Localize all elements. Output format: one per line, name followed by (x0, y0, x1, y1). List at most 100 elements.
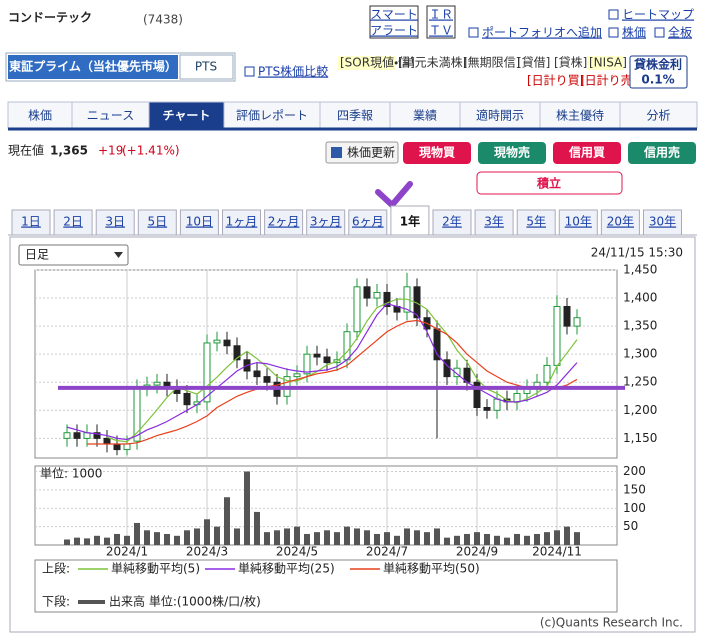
nav-tab-text[interactable]: チャート (163, 109, 211, 123)
market-tab-text[interactable]: PTS (195, 60, 217, 74)
alert-text[interactable]: スマート (370, 8, 418, 22)
nav-tab-text[interactable]: 適時開示 (476, 109, 524, 123)
market-tab[interactable] (179, 54, 234, 80)
period-tab-text[interactable]: 3日 (105, 215, 125, 229)
nav-tab-text[interactable]: 株価 (28, 108, 52, 123)
market-tab-text[interactable]: 東証プライム（当社優先市場） (9, 59, 177, 74)
volume-bar (554, 530, 560, 545)
period-tab-text[interactable]: 1ヶ月 (226, 215, 258, 229)
period-tab[interactable] (558, 209, 598, 236)
volume-bar (164, 533, 170, 545)
period-tab-text[interactable]: 3ヶ月 (310, 215, 342, 229)
volume-bar (244, 471, 250, 545)
header-link[interactable]: ヒートマップ (622, 8, 694, 22)
nav-tab-text[interactable]: 四季報 (337, 109, 373, 123)
order-button[interactable] (553, 142, 621, 164)
period-tab[interactable] (264, 209, 304, 236)
period-tab-text[interactable]: 10年 (565, 215, 592, 229)
period-tab-text[interactable]: 10日 (186, 215, 213, 229)
volume-bar (104, 537, 110, 545)
tag-bg (338, 56, 395, 70)
x-tick-label: 2024/11 (532, 545, 582, 559)
candle-body (493, 398, 501, 411)
period-tab[interactable] (53, 209, 93, 236)
pts-link[interactable]: PTS株価比較 (258, 64, 328, 79)
period-tab[interactable] (11, 209, 51, 236)
period-tab-text[interactable]: 20年 (607, 215, 634, 229)
period-tab[interactable] (348, 209, 388, 236)
nav-tab[interactable] (539, 101, 621, 129)
order-text[interactable]: 現物売 (494, 145, 530, 160)
nav-tab[interactable] (148, 101, 225, 129)
nav-tab[interactable] (459, 101, 541, 129)
period-tab[interactable] (390, 205, 430, 236)
volume-bar (384, 532, 390, 545)
nav-tab[interactable] (619, 101, 698, 129)
period-tab-text[interactable]: 1日 (21, 215, 41, 229)
nav-tab-text[interactable]: ニュース (87, 109, 134, 123)
period-tab-text[interactable]: 30年 (649, 215, 676, 229)
order-text[interactable]: 信用買 (568, 145, 605, 160)
period-tab-text[interactable]: 2ヶ月 (268, 215, 300, 229)
period-tab[interactable] (600, 209, 640, 236)
interval-select[interactable] (18, 244, 129, 266)
order-text[interactable]: 信用売 (643, 145, 680, 160)
header-link[interactable]: 株価 (622, 25, 646, 40)
irtv-button[interactable] (426, 5, 456, 39)
volume-unit: 単位: 1000 (40, 467, 102, 481)
accumulate-text[interactable]: 積立 (536, 176, 561, 191)
order-text[interactable]: 現物買 (419, 145, 455, 160)
volume-bar (64, 539, 70, 545)
alert-button[interactable] (369, 5, 419, 39)
period-tab[interactable] (643, 209, 682, 236)
nav-tab-text[interactable]: 株主優待 (556, 108, 604, 123)
nav-tab-text[interactable]: 評価レポート (236, 109, 308, 123)
order-button[interactable] (403, 142, 471, 164)
irtv-text[interactable]: ＩＲ (429, 8, 453, 22)
period-tab[interactable] (179, 209, 219, 236)
order-button[interactable] (628, 142, 696, 164)
market-tab[interactable] (8, 55, 178, 79)
period-tab-text[interactable]: 5日 (147, 215, 167, 229)
header-link[interactable]: 全板 (668, 26, 692, 40)
period-tab-text[interactable]: 1年 (400, 214, 420, 229)
header-link[interactable]: ポートフォリオへ追加 (482, 25, 602, 40)
irtv-text[interactable]: ＴＶ (429, 24, 453, 38)
period-tab-text[interactable]: 2年 (442, 215, 462, 229)
nav-tab-text[interactable]: 業績 (413, 108, 437, 123)
legend-label: 上段: (42, 561, 70, 576)
period-tab[interactable] (306, 209, 346, 236)
x-tick-label: 2024/5 (276, 545, 318, 559)
refresh-button[interactable] (325, 141, 399, 164)
period-tab-text[interactable]: 3年 (484, 215, 504, 229)
interval-text[interactable]: 日足 (25, 248, 49, 262)
legend-text: 単純移動平均(5) (111, 562, 200, 576)
candle-body (203, 342, 211, 403)
period-tab[interactable] (516, 209, 556, 236)
period-tab[interactable] (137, 209, 177, 236)
period-tab[interactable] (474, 209, 514, 236)
tag-bg (587, 56, 623, 70)
accumulate-button[interactable] (476, 171, 623, 195)
nav-tab[interactable] (71, 101, 150, 129)
period-tab[interactable] (222, 209, 261, 236)
alert-text[interactable]: アラート (370, 24, 418, 38)
refresh-text[interactable]: 株価更新 (347, 145, 395, 160)
candle-body (543, 364, 551, 383)
candle-body (123, 443, 131, 451)
period-tab-text[interactable]: 6ヶ月 (352, 215, 384, 229)
link-icon (244, 66, 255, 77)
volume-bar (484, 533, 490, 545)
volume-tick-label: 200 (623, 464, 646, 478)
period-tab[interactable] (95, 209, 135, 236)
order-button[interactable] (478, 142, 546, 164)
nav-tab-text[interactable]: 分析 (646, 109, 670, 123)
period-tab[interactable] (432, 209, 472, 236)
tag: [日計り売] (580, 73, 637, 88)
period-tab-text[interactable]: 5年 (526, 215, 546, 229)
volume-bar (184, 530, 190, 545)
candle-body (153, 381, 161, 386)
candle-body (73, 432, 81, 439)
period-tab-text[interactable]: 2日 (63, 215, 83, 229)
